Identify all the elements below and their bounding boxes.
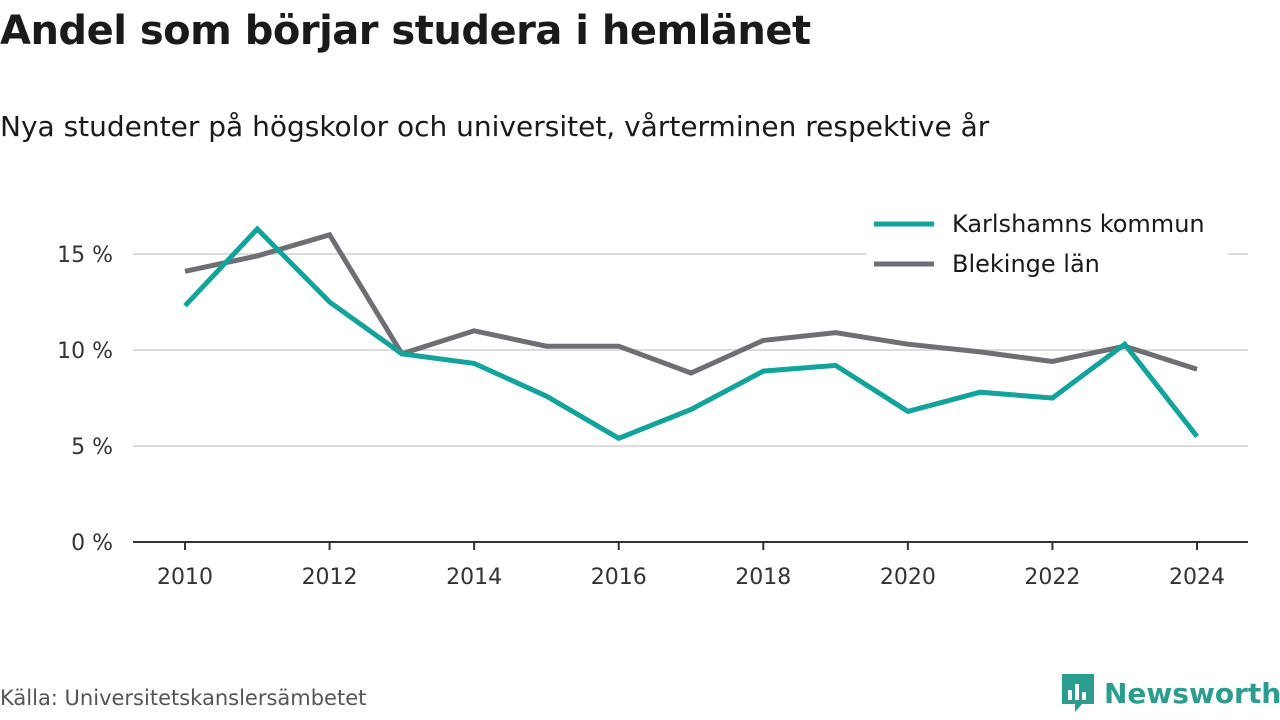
x-tick-label: 2012: [302, 565, 358, 590]
x-tick-label: 2014: [446, 565, 502, 590]
series-line-0: [183, 225, 1199, 442]
legend-label: Blekinge län: [952, 250, 1100, 278]
newsworthy-logo-icon: [1062, 674, 1094, 712]
y-tick-label: 5 %: [71, 435, 113, 460]
x-tick-label: 2024: [1169, 565, 1225, 590]
brand: Newsworthy: [1060, 672, 1280, 714]
chart-title: Andel som börjar studera i hemlänet: [0, 8, 811, 54]
x-tick-label: 2010: [157, 565, 213, 590]
x-tick-label: 2016: [591, 565, 647, 590]
x-tick-label: 2022: [1024, 565, 1080, 590]
x-tick-label: 2020: [880, 565, 936, 590]
brand-name: Newsworthy: [1104, 676, 1280, 710]
chart-subtitle: Nya studenter på högskolor och universit…: [0, 110, 990, 143]
source-note: Källa: Universitetskanslersämbetet: [0, 686, 367, 710]
legend-label: Karlshamns kommun: [952, 210, 1205, 238]
x-tick-label: 2018: [735, 565, 791, 590]
legend-box: [866, 200, 1228, 286]
y-tick-label: 15 %: [57, 243, 113, 268]
series-line-1: [184, 231, 1198, 376]
y-tick-label: 10 %: [57, 339, 113, 364]
y-tick-label: 0 %: [71, 531, 113, 556]
